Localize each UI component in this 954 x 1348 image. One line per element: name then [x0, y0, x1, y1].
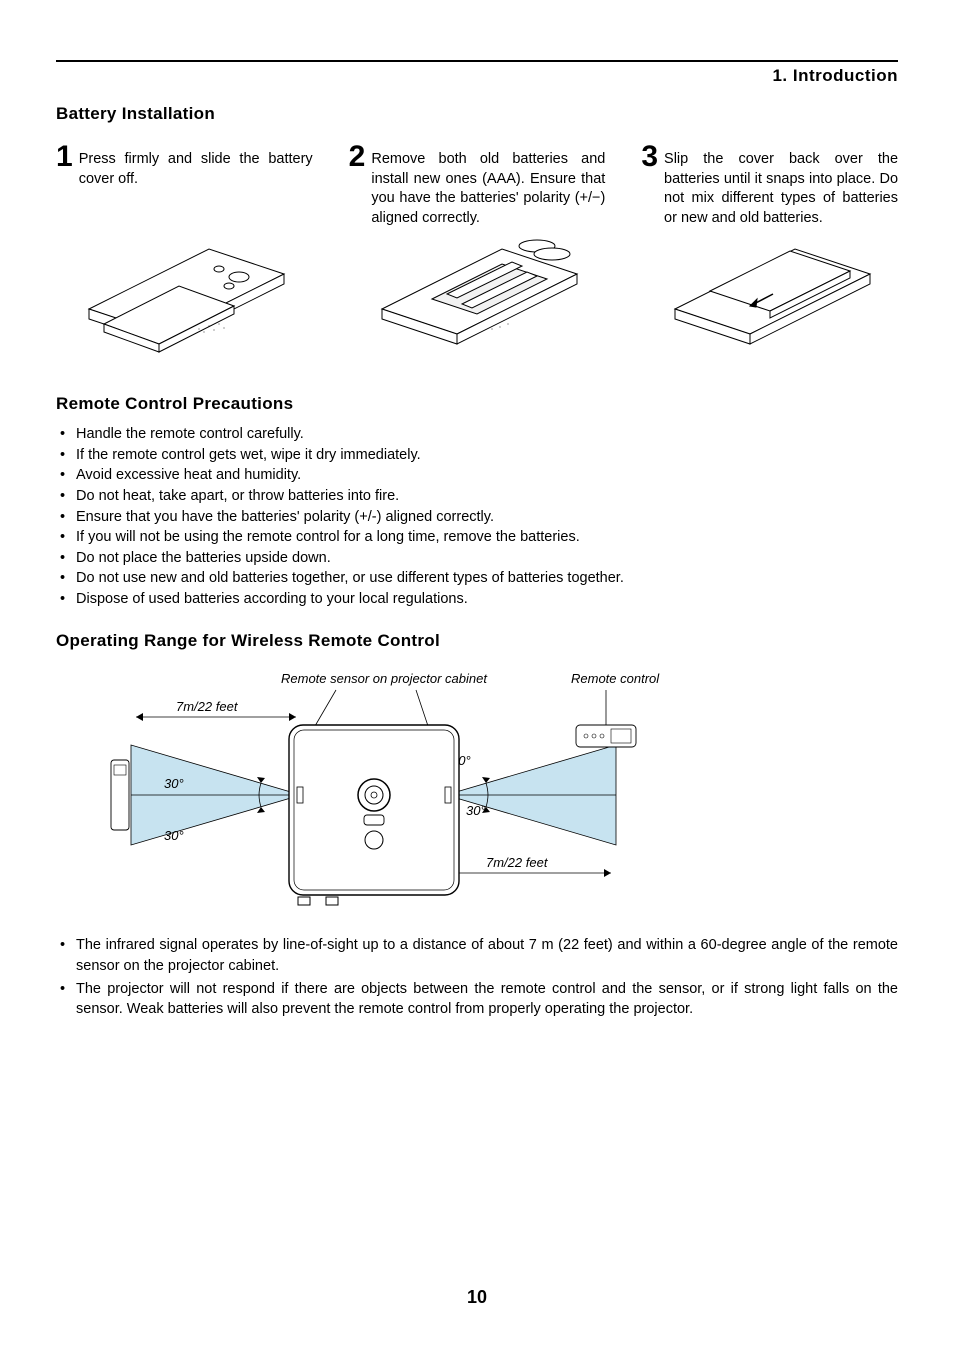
precaution-item: Do not place the batteries upside down. [56, 548, 898, 569]
diagram-angle: 30° [466, 803, 486, 818]
notes-list: The infrared signal operates by line-of-… [56, 935, 898, 1019]
section-range-title: Operating Range for Wireless Remote Cont… [56, 631, 898, 651]
note-item: The infrared signal operates by line-of-… [56, 935, 898, 976]
precaution-item: Ensure that you have the batteries' pola… [56, 507, 898, 528]
step-1: 1 Press firmly and slide the battery cov… [56, 142, 313, 228]
diagram-angle: 30° [164, 828, 184, 843]
precaution-item: Do not heat, take apart, or throw batter… [56, 486, 898, 507]
step-1-text: Press firmly and slide the battery cover… [79, 142, 313, 189]
precautions-list: Handle the remote control carefully. If … [56, 424, 898, 609]
step-2-image [349, 234, 606, 354]
projector-icon [289, 725, 459, 905]
page: 1. Introduction Battery Installation 1 P… [0, 0, 954, 1348]
precaution-item: If you will not be using the remote cont… [56, 527, 898, 548]
step-1-number: 1 [56, 142, 73, 172]
precaution-item: Avoid excessive heat and humidity. [56, 465, 898, 486]
steps-row: 1 Press firmly and slide the battery cov… [56, 142, 898, 228]
range-diagram: Remote sensor on projector cabinet Remot… [106, 665, 706, 915]
diagram-distance: 7m/22 feet [176, 699, 239, 714]
section-precautions-title: Remote Control Precautions [56, 394, 898, 414]
remote-icon [576, 725, 636, 747]
note-item: The projector will not respond if there … [56, 979, 898, 1020]
header-rule [56, 60, 898, 62]
step-2: 2 Remove both old batteries and install … [349, 142, 606, 228]
diagram-distance: 7m/22 feet [486, 855, 549, 870]
chapter-title: 1. Introduction [56, 66, 898, 86]
precaution-item: Handle the remote control carefully. [56, 424, 898, 445]
step-3-image [641, 234, 898, 354]
section-battery-title: Battery Installation [56, 104, 898, 124]
diagram-label-remote: Remote control [571, 671, 660, 686]
diagram-label-sensor: Remote sensor on projector cabinet [281, 671, 488, 686]
step-images-row [56, 234, 898, 354]
step-2-number: 2 [349, 142, 366, 172]
step-3-text: Slip the cover back over the batteries u… [664, 142, 898, 228]
diagram-angle: 30° [164, 776, 184, 791]
precaution-item: Do not use new and old batteries togethe… [56, 568, 898, 589]
page-number: 10 [0, 1287, 954, 1308]
step-2-text: Remove both old batteries and install ne… [371, 142, 605, 228]
precaution-item: If the remote control gets wet, wipe it … [56, 445, 898, 466]
step-3: 3 Slip the cover back over the batteries… [641, 142, 898, 228]
step-1-image [56, 234, 313, 354]
step-3-number: 3 [641, 142, 658, 172]
precaution-item: Dispose of used batteries according to y… [56, 589, 898, 610]
